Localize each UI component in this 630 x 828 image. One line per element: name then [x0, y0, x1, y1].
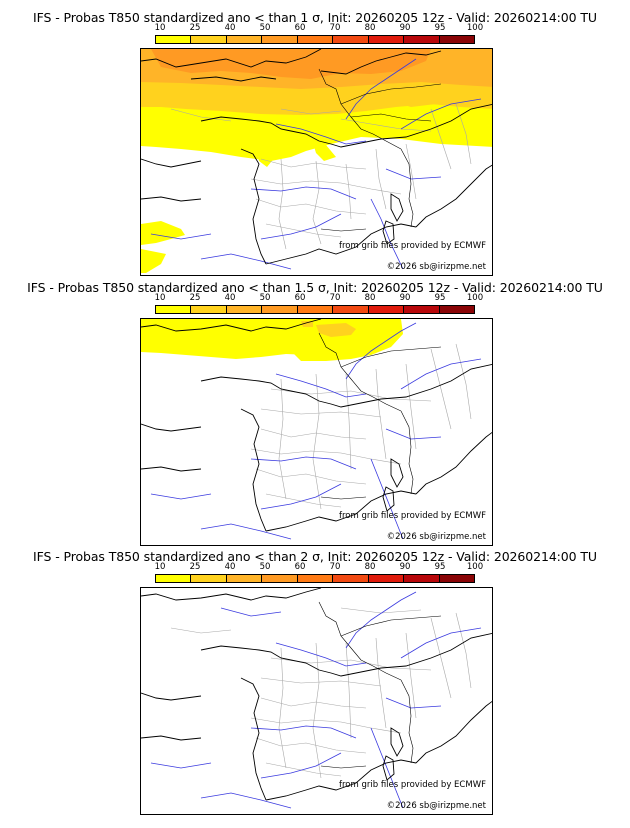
colorscale-swatch	[191, 36, 227, 43]
colorscale-swatch	[404, 575, 440, 582]
colorscale-swatch	[191, 306, 227, 313]
scale-label: 60	[294, 23, 306, 33]
source-credit: from grib files provided by ECMWF	[339, 780, 486, 790]
probability-shading	[141, 49, 492, 273]
colorscale-swatch	[439, 306, 474, 313]
scale-label: 60	[294, 562, 306, 572]
colorscale-swatch	[404, 36, 440, 43]
scale-label: 70	[329, 293, 341, 303]
rivers	[150, 591, 482, 809]
colorscale-swatch	[297, 575, 334, 582]
colorscale-bar	[155, 574, 475, 583]
scale-label: 50	[259, 562, 271, 572]
scale-label: 25	[189, 23, 201, 33]
scale-label: 50	[259, 293, 271, 303]
scale-label: 25	[189, 562, 201, 572]
region-borders	[250, 343, 472, 510]
probability-map: from grib files provided by ECMWF ©2026 …	[140, 48, 493, 276]
scale-label: 100	[466, 23, 484, 33]
scale-label: 90	[399, 293, 411, 303]
colorscale-swatch	[297, 306, 334, 313]
scale-label: 95	[434, 562, 446, 572]
colorscale-swatch	[333, 36, 369, 43]
scale-label: 25	[189, 293, 201, 303]
panel-title: IFS - Probas T850 standardized ano < tha…	[27, 280, 603, 295]
scale-label: 70	[329, 562, 341, 572]
colorscale-swatch	[404, 306, 440, 313]
probability-map: from grib files provided by ECMWF ©2026 …	[140, 318, 493, 546]
scale-label: 50	[259, 23, 271, 33]
colorscale-swatch	[191, 575, 227, 582]
colorscale-swatch	[262, 306, 298, 313]
scale-label: 10	[154, 562, 166, 572]
source-credit: from grib files provided by ECMWF	[339, 241, 486, 251]
panel-title: IFS - Probas T850 standardized ano < tha…	[33, 10, 597, 25]
scale-label: 90	[399, 23, 411, 33]
colorscale-swatch	[156, 36, 192, 43]
colorscale-swatch	[439, 575, 474, 582]
map-canvas	[141, 588, 492, 809]
colorscale-bar	[155, 35, 475, 44]
scale-label: 40	[224, 23, 236, 33]
source-credit: from grib files provided by ECMWF	[339, 511, 486, 521]
copyright-credit: ©2026 sb@irizpme.net	[386, 532, 486, 542]
region-borders	[170, 103, 472, 250]
map-canvas	[141, 49, 492, 273]
colorscale-swatch	[439, 36, 474, 43]
probability-map: from grib files provided by ECMWF ©2026 …	[140, 587, 493, 815]
colorscale-swatch	[262, 575, 298, 582]
rivers	[150, 322, 482, 540]
colorscale-swatch	[226, 306, 263, 313]
scale-label: 10	[154, 293, 166, 303]
scale-label: 100	[466, 562, 484, 572]
country-borders	[318, 68, 442, 232]
scale-label: 95	[434, 23, 446, 33]
scale-label: 90	[399, 562, 411, 572]
panel-title: IFS - Probas T850 standardized ano < tha…	[33, 549, 597, 564]
copyright-credit: ©2026 sb@irizpme.net	[386, 262, 486, 272]
colorscale-swatch	[368, 36, 405, 43]
colorscale-labels: 10 25 40 50 60 70 80 90 95 100	[155, 563, 485, 573]
colorscale-labels: 10 25 40 50 60 70 80 90 95 100	[155, 24, 485, 34]
scale-label: 80	[364, 23, 376, 33]
scale-label: 40	[224, 293, 236, 303]
region-borders	[170, 607, 472, 779]
map-canvas	[141, 319, 492, 540]
scale-label: 80	[364, 293, 376, 303]
colorscale-swatch	[226, 36, 263, 43]
colorscale-swatch	[368, 306, 405, 313]
scale-label: 60	[294, 293, 306, 303]
scale-label: 95	[434, 293, 446, 303]
colorscale-swatch	[156, 306, 192, 313]
colorscale-swatch	[156, 575, 192, 582]
map-panel-2: IFS - Probas T850 standardized ano < tha…	[0, 270, 630, 546]
copyright-credit: ©2026 sb@irizpme.net	[386, 801, 486, 811]
scale-label: 80	[364, 562, 376, 572]
scale-label: 100	[466, 293, 484, 303]
scale-label: 10	[154, 23, 166, 33]
country-borders	[318, 332, 442, 500]
colorscale-swatch	[333, 575, 369, 582]
colorscale-labels: 10 25 40 50 60 70 80 90 95 100	[155, 294, 485, 304]
coastlines	[141, 319, 492, 532]
colorscale-swatch	[262, 36, 298, 43]
colorscale-swatch	[297, 36, 334, 43]
country-borders	[318, 601, 442, 769]
colorscale-swatch	[333, 306, 369, 313]
colorscale-swatch	[368, 575, 405, 582]
map-panel-1: IFS - Probas T850 standardized ano < tha…	[0, 0, 630, 276]
scale-label: 40	[224, 562, 236, 572]
colorscale-bar	[155, 305, 475, 314]
coastlines	[141, 588, 492, 801]
scale-label: 70	[329, 23, 341, 33]
probability-shading	[141, 319, 403, 361]
map-panel-3: IFS - Probas T850 standardized ano < tha…	[0, 539, 630, 815]
coastlines	[141, 49, 492, 265]
colorscale-swatch	[226, 575, 263, 582]
rivers	[150, 58, 482, 270]
